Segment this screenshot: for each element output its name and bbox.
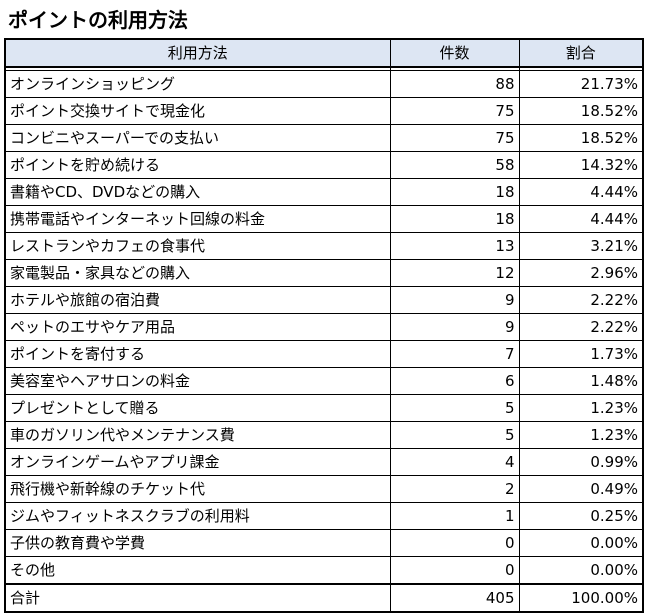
count-cell: 4 [389,448,520,476]
percentage-cell: 0.00% [518,556,644,585]
count-cell: 88 [389,70,520,98]
header-percentage: 割合 [518,38,644,68]
table-row: レストランやカフェの食事代 13 3.21% [4,232,644,260]
table-row: ホテルや旅館の宿泊費 9 2.22% [4,286,644,314]
method-cell: 子供の教育費や学費 [4,529,391,557]
percentage-cell: 0.99% [518,448,644,476]
table-body: オンラインショッピング 88 21.73% ポイント交換サイトで現金化 75 18.52%… [4,67,644,585]
count-cell: 9 [389,313,520,341]
table-row: その他 0 0.00% [4,556,644,585]
count-cell: 18 [389,205,520,233]
method-cell: その他 [4,556,391,585]
table-row: 美容室やヘアサロンの料金 6 1.48% [4,367,644,395]
header-row: 利用方法 件数 割合 [4,38,644,68]
table-row: 家電製品・家具などの購入 12 2.96% [4,259,644,287]
percentage-cell: 0.25% [518,502,644,530]
method-cell: 家電製品・家具などの購入 [4,259,391,287]
table-row: ジムやフィットネスクラブの利用料 1 0.25% [4,502,644,530]
percentage-cell: 2.22% [518,313,644,341]
method-cell: ポイントを貯め続ける [4,151,391,179]
percentage-cell: 0.49% [518,475,644,503]
method-cell: コンビニやスーパーでの支払い [4,124,391,152]
total-label: 合計 [4,583,391,613]
method-cell: 携帯電話やインターネット回線の料金 [4,205,391,233]
count-cell: 18 [389,178,520,206]
percentage-cell: 18.52% [518,124,644,152]
count-cell: 75 [389,97,520,125]
table-row: 車のガソリン代やメンテナンス費 5 1.23% [4,421,644,449]
spacer-row [4,67,644,71]
count-cell: 58 [389,151,520,179]
count-cell: 5 [389,421,520,449]
method-cell: ジムやフィットネスクラブの利用料 [4,502,391,530]
count-cell: 2 [389,475,520,503]
method-cell: プレゼントとして贈る [4,394,391,422]
percentage-cell: 0.00% [518,529,644,557]
table-row: ペットのエサやケア用品 9 2.22% [4,313,644,341]
percentage-cell: 4.44% [518,205,644,233]
method-cell: 美容室やヘアサロンの料金 [4,367,391,395]
total-row: 合計 405 100.00% [4,583,644,613]
percentage-cell: 4.44% [518,178,644,206]
count-cell: 7 [389,340,520,368]
method-cell: ポイント交換サイトで現金化 [4,97,391,125]
method-cell: オンラインショッピング [4,70,391,98]
percentage-cell: 21.73% [518,70,644,98]
table-row: プレゼントとして贈る 5 1.23% [4,394,644,422]
percentage-cell: 18.52% [518,97,644,125]
percentage-cell: 3.21% [518,232,644,260]
table-row: オンラインショッピング 88 21.73% [4,70,644,98]
count-cell: 6 [389,367,520,395]
usage-table: 利用方法 件数 割合 オンラインショッピング 88 21.73% ポイント交換サイトで… [4,38,644,613]
count-cell: 12 [389,259,520,287]
header-method: 利用方法 [4,38,391,68]
table-row: ポイント交換サイトで現金化 75 18.52% [4,97,644,125]
count-cell: 9 [389,286,520,314]
method-cell: ポイントを寄付する [4,340,391,368]
method-cell: ペットのエサやケア用品 [4,313,391,341]
count-cell: 0 [389,556,520,585]
percentage-cell: 2.96% [518,259,644,287]
count-cell: 75 [389,124,520,152]
total-count: 405 [389,583,520,613]
table-row: ポイントを寄付する 7 1.73% [4,340,644,368]
table-row: 書籍やCD、DVDなどの購入 18 4.44% [4,178,644,206]
method-cell: 書籍やCD、DVDなどの購入 [4,178,391,206]
percentage-cell: 1.48% [518,367,644,395]
header-count: 件数 [389,38,520,68]
method-cell: 飛行機や新幹線のチケット代 [4,475,391,503]
method-cell: オンラインゲームやアプリ課金 [4,448,391,476]
method-cell: レストランやカフェの食事代 [4,232,391,260]
table-row: ポイントを貯め続ける 58 14.32% [4,151,644,179]
total-percentage: 100.00% [518,583,644,613]
method-cell: 車のガソリン代やメンテナンス費 [4,421,391,449]
table-row: オンラインゲームやアプリ課金 4 0.99% [4,448,644,476]
percentage-cell: 2.22% [518,286,644,314]
table-row: コンビニやスーパーでの支払い 75 18.52% [4,124,644,152]
count-cell: 5 [389,394,520,422]
percentage-cell: 1.73% [518,340,644,368]
percentage-cell: 14.32% [518,151,644,179]
count-cell: 13 [389,232,520,260]
method-cell: ホテルや旅館の宿泊費 [4,286,391,314]
page-title: ポイントの利用方法 [8,8,188,32]
percentage-cell: 1.23% [518,421,644,449]
count-cell: 1 [389,502,520,530]
percentage-cell: 1.23% [518,394,644,422]
table-row: 子供の教育費や学費 0 0.00% [4,529,644,557]
table-row: 飛行機や新幹線のチケット代 2 0.49% [4,475,644,503]
table-row: 携帯電話やインターネット回線の料金 18 4.44% [4,205,644,233]
count-cell: 0 [389,529,520,557]
